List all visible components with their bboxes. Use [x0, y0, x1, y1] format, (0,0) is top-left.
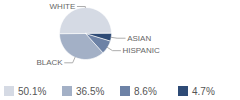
- svg-text:HISPANIC: HISPANIC: [123, 46, 160, 55]
- html-text:50.1%: 50.1%: [18, 85, 47, 97]
- svg-text:BLACK: BLACK: [36, 58, 63, 67]
- svg-text:ASIAN: ASIAN: [127, 34, 151, 43]
- html-text:8.6%: 8.6%: [134, 85, 157, 97]
- html-text:36.5%: 36.5%: [76, 85, 105, 97]
- html-text:4.7%: 4.7%: [192, 85, 215, 97]
- svg-text:WHITE: WHITE: [50, 2, 76, 11]
